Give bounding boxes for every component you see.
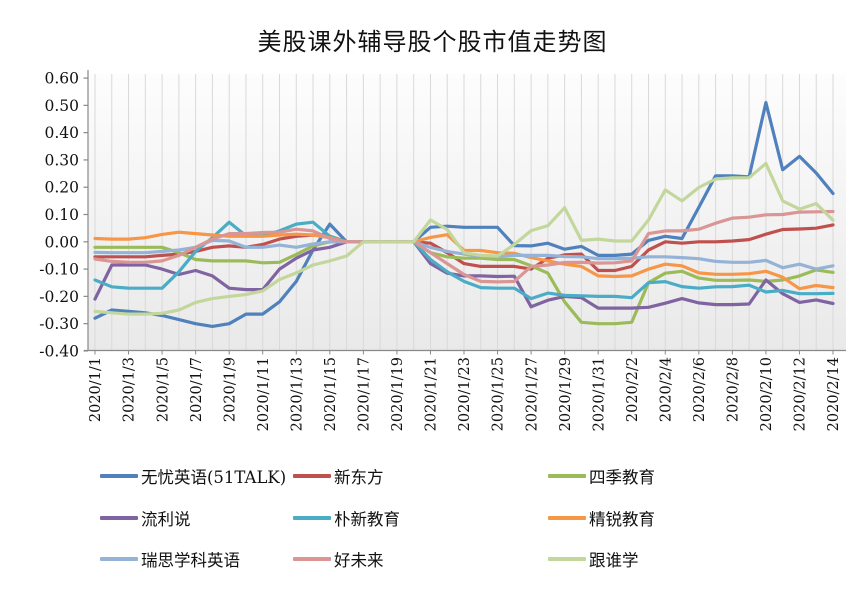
x-axis-label: 2020/2/10	[759, 357, 775, 431]
x-axis-label: 2020/1/3	[122, 357, 138, 422]
x-axis-label: 2020/1/11	[256, 357, 272, 431]
x-axis-label: 2020/1/17	[357, 357, 373, 431]
series-line-1	[93, 100, 835, 328]
x-axis-label: 2020/1/15	[323, 357, 339, 431]
x-axis-label: 2020/1/29	[558, 357, 574, 431]
x-axis-labels: 2020/1/1 2020/1/3 2020/1/5 2020/1/7 2020/1/9…	[88, 357, 842, 431]
x-axis-label: 2020/1/7	[189, 357, 205, 422]
x-axis-label: 2020/2/8	[726, 357, 742, 422]
x-axis-label: 2020/1/25	[491, 357, 507, 431]
y-axis-labels: 0.60 0.50 0.40 0.30 0.20 0.10 0.00 -0.10 -0.20 -0…	[39, 70, 79, 361]
x-axis-label: 2020/2/2	[625, 357, 641, 422]
y-axis-label: 0.60	[44, 70, 79, 88]
series-line-2	[93, 223, 835, 273]
x-axis-label: 2020/1/9	[222, 357, 238, 422]
y-axis-label: 0.40	[44, 124, 79, 142]
x-axis-label: 2020/2/6	[692, 357, 708, 422]
x-axis-label: 2020/1/21	[424, 357, 440, 431]
series-line-5	[93, 220, 835, 301]
series-line-8	[93, 209, 835, 284]
series-line-9	[93, 161, 835, 316]
x-axis-label: 2020/1/13	[289, 357, 305, 431]
x-axis-label: 2020/2/14	[826, 357, 842, 431]
x-axis-label: 2020/1/1	[88, 357, 104, 422]
axes	[83, 70, 846, 355]
y-axis-label: 0.50	[44, 97, 79, 115]
y-axis-label: 0.00	[44, 233, 79, 251]
x-axis-label: 2020/1/5	[155, 357, 171, 422]
y-axis-label: 0.10	[44, 206, 79, 224]
y-axis-label: -0.30	[39, 315, 79, 333]
x-axis-label: 2020/2/4	[658, 357, 674, 422]
y-axis-label: 0.20	[44, 179, 79, 197]
x-axis-label: 2020/1/23	[457, 357, 473, 431]
y-axis-label: 0.30	[44, 151, 79, 169]
y-axis-label: -0.40	[39, 342, 79, 360]
y-axis-label: -0.20	[39, 288, 79, 306]
x-axis-label: 2020/2/12	[793, 357, 809, 431]
series-lines	[93, 100, 835, 328]
y-axis-label: -0.10	[39, 261, 79, 279]
chart-title: 美股课外辅导股个股市值走势图	[257, 28, 608, 56]
series-line-3	[93, 240, 835, 326]
x-axis-label: 2020/1/31	[591, 357, 607, 431]
x-axis-label: 2020/1/19	[390, 357, 406, 431]
x-axis-label: 2020/1/27	[524, 357, 540, 431]
